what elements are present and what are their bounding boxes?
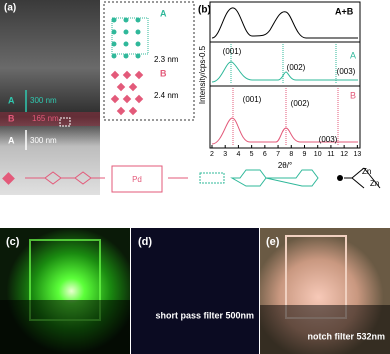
x-tick-label: 7 <box>276 151 280 158</box>
peak-label: (003) <box>337 67 356 76</box>
linker-b <box>199 172 225 184</box>
x-tick-label: 11 <box>327 151 334 158</box>
layer-letter: B <box>8 113 15 123</box>
trace-name: B <box>350 90 356 100</box>
linker-a <box>25 171 105 185</box>
paddlewheel <box>344 167 381 189</box>
porphyrin <box>111 165 163 193</box>
panel-label: (c) <box>6 236 20 248</box>
layer-b-band <box>0 112 100 126</box>
metal-label: Zn <box>370 179 379 188</box>
x-tick-label: 12 <box>340 151 348 158</box>
x-tick-label: 8 <box>289 151 293 158</box>
panel-label: (e) <box>266 236 280 248</box>
x-axis-label: 2θ/° <box>278 161 292 170</box>
x-tick-label: 3 <box>223 151 227 158</box>
trace-b <box>211 117 358 145</box>
x-tick-label: 9 <box>303 151 307 158</box>
y-axis-label: Intensity/cps-0.5 <box>198 45 207 104</box>
peak-label: (002) <box>287 63 306 72</box>
trace-name: A <box>350 50 356 60</box>
molecule-row <box>2 165 381 193</box>
metal-label: Zn <box>362 167 371 176</box>
panel-label: (a) <box>4 3 16 14</box>
layer-thickness: 165 nm <box>32 114 59 123</box>
stage-shadow <box>260 305 390 354</box>
x-tick-label: 13 <box>353 151 361 158</box>
schematic-letter: B <box>160 68 167 78</box>
peak-label: (002) <box>291 99 310 108</box>
panel-label: (d) <box>138 236 152 248</box>
trace-ab <box>211 7 358 39</box>
anthracene <box>230 169 319 187</box>
layer-letter: A <box>8 135 15 145</box>
lattice-b <box>110 70 144 116</box>
trace-name: A+B <box>335 6 354 16</box>
x-tick-label: 6 <box>263 151 267 158</box>
node-icon <box>337 175 343 181</box>
schematic-box <box>103 1 195 121</box>
spacing-label: 2.4 nm <box>154 91 179 100</box>
layer-thickness: 300 nm <box>30 136 57 145</box>
layer-thickness: 300 nm <box>30 96 57 105</box>
zoom-box <box>59 117 71 127</box>
spacing-label: 2.3 nm <box>154 55 179 64</box>
metal-label: Pd <box>132 175 142 184</box>
photo-caption: short pass filter 500nm <box>155 310 254 320</box>
x-tick-label: 4 <box>236 151 240 158</box>
panel-label: (b) <box>198 5 211 16</box>
peak-label: (001) <box>223 47 242 56</box>
peak-label: (003) <box>319 135 338 144</box>
xrd-plot <box>209 1 361 149</box>
photo-caption: notch filter 532nm <box>307 331 385 341</box>
stage-shadow <box>0 300 130 354</box>
schematic-letter: A <box>160 8 167 18</box>
trace-a <box>211 61 358 83</box>
x-tick-label: 5 <box>250 151 254 158</box>
lattice-a <box>111 17 149 59</box>
plot-frame <box>209 1 361 149</box>
peak-label: (001) <box>243 95 262 104</box>
x-tick-label: 2 <box>210 151 214 158</box>
sem-image <box>0 0 100 195</box>
photo <box>131 228 259 354</box>
x-tick-label: 10 <box>314 151 322 158</box>
layer-letter: A <box>8 95 15 105</box>
